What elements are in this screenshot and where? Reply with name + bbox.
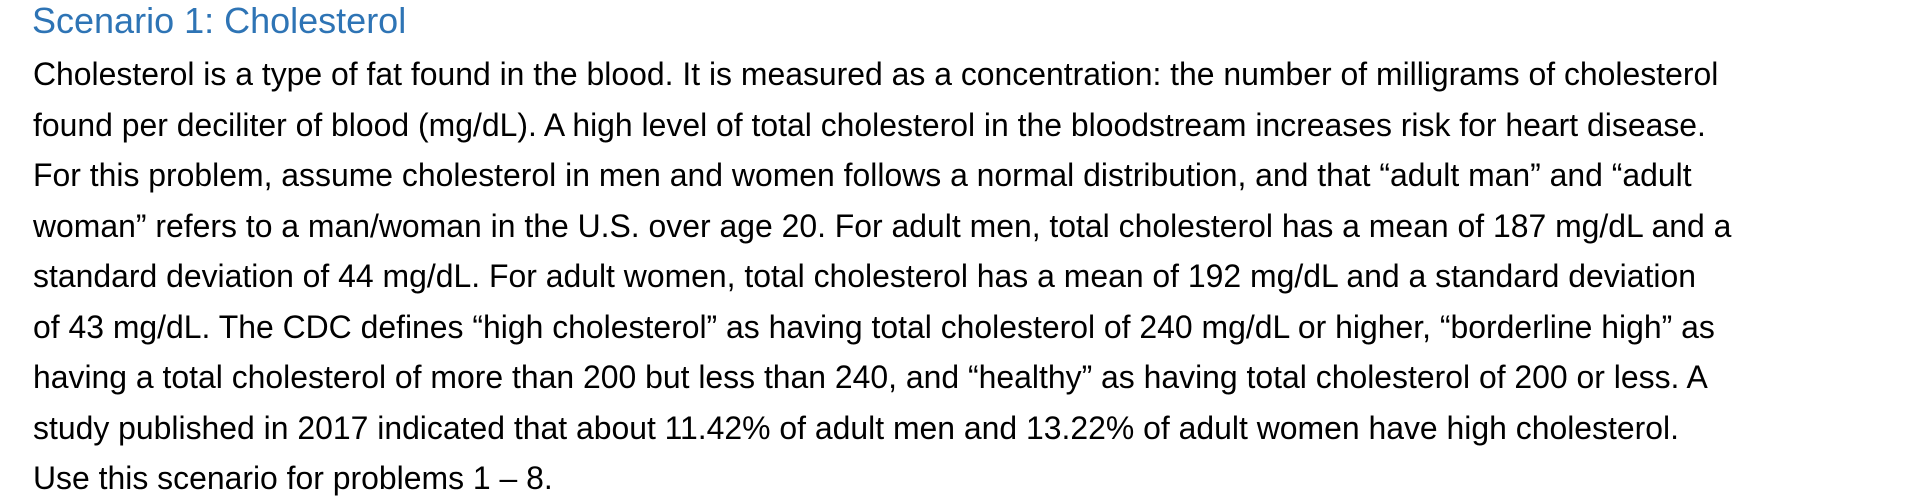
text-line: of 43 mg/dL. The CDC defines “high chole… bbox=[33, 308, 1715, 345]
page: Scenario 1: Cholesterol {"heading": "Sce… bbox=[32, 0, 1732, 496]
text-line: standard deviation of 44 mg/dL. For adul… bbox=[33, 258, 1696, 294]
text-line: study published in 2017 indicated that a… bbox=[33, 409, 1679, 446]
heading: Scenario 1: Cholesterol bbox=[32, 0, 407, 41]
text-line: Use this scenario for problems 1 – 8. bbox=[33, 460, 553, 496]
text-line: found per deciliter of blood (mg/dL). A … bbox=[33, 106, 1706, 143]
text-line: having a total cholesterol of more than … bbox=[33, 359, 1708, 395]
text-line: Cholesterol is a type of fat found in th… bbox=[33, 56, 1719, 92]
text-line: woman” refers to a man/woman in the U.S.… bbox=[33, 207, 1732, 244]
paragraph: Cholesterol is a type of fat found in th… bbox=[33, 49, 1913, 504]
document: Scenario 1: Cholesterol Cholesterol is a… bbox=[32, 0, 1732, 496]
text-line: For this problem, assume cholesterol in … bbox=[33, 157, 1692, 193]
